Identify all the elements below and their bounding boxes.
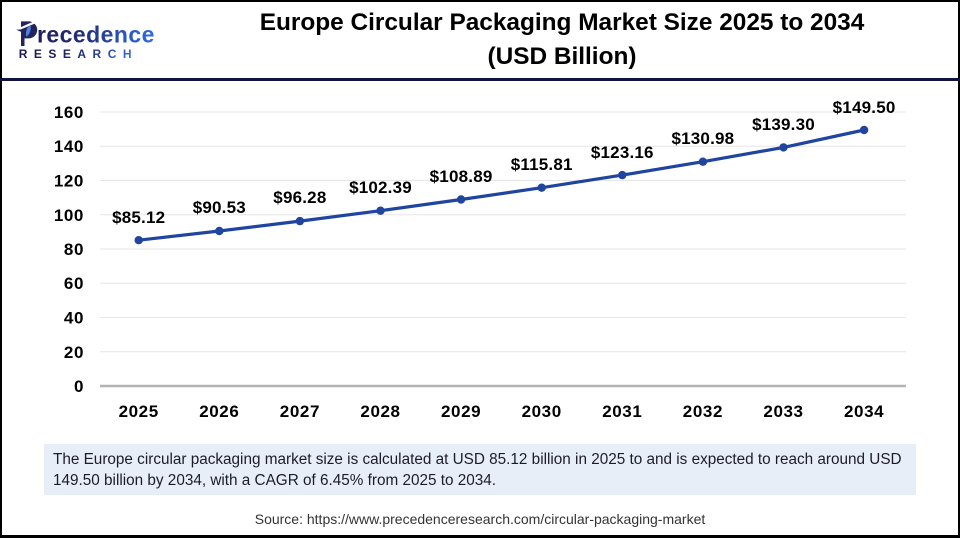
- svg-text:2033: 2033: [763, 402, 803, 421]
- svg-text:$102.39: $102.39: [349, 178, 412, 197]
- svg-text:140: 140: [54, 137, 84, 156]
- svg-text:2032: 2032: [683, 402, 723, 421]
- svg-text:$149.50: $149.50: [833, 98, 896, 117]
- svg-text:120: 120: [54, 172, 84, 191]
- svg-text:80: 80: [64, 240, 84, 259]
- svg-text:2026: 2026: [199, 402, 239, 421]
- svg-text:$130.98: $130.98: [671, 129, 734, 148]
- svg-text:$115.81: $115.81: [511, 155, 573, 174]
- svg-text:40: 40: [64, 309, 84, 328]
- svg-text:2028: 2028: [360, 402, 400, 421]
- svg-text:RESEARCH: RESEARCH: [19, 47, 138, 61]
- svg-text:2029: 2029: [441, 402, 481, 421]
- svg-text:$139.30: $139.30: [752, 115, 815, 134]
- svg-text:recedence: recedence: [37, 22, 155, 48]
- svg-text:$90.53: $90.53: [193, 198, 246, 217]
- svg-text:2025: 2025: [119, 402, 159, 421]
- svg-text:$123.16: $123.16: [591, 143, 654, 162]
- svg-text:2034: 2034: [844, 402, 884, 421]
- svg-text:2027: 2027: [280, 402, 320, 421]
- svg-text:60: 60: [64, 274, 84, 293]
- svg-text:20: 20: [64, 343, 84, 362]
- svg-text:2031: 2031: [602, 402, 642, 421]
- svg-text:160: 160: [54, 103, 84, 122]
- svg-text:$96.28: $96.28: [273, 188, 326, 207]
- svg-text:$108.89: $108.89: [430, 167, 493, 186]
- svg-text:$85.12: $85.12: [112, 208, 165, 227]
- svg-text:2030: 2030: [522, 402, 562, 421]
- svg-text:100: 100: [54, 206, 84, 225]
- svg-text:0: 0: [74, 377, 84, 396]
